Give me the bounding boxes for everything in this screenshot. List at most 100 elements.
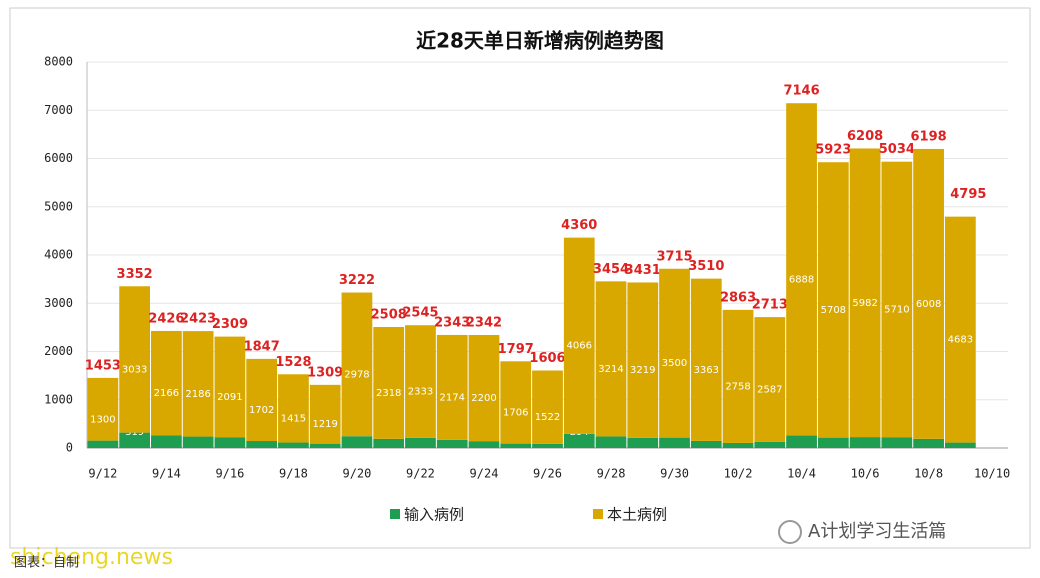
total-label: 6208 [847, 129, 883, 144]
bar-segment [246, 441, 278, 448]
total-label: 2426 [148, 311, 184, 326]
bar-segment [722, 442, 754, 448]
bar-segment [500, 443, 532, 448]
bar-segment [690, 440, 722, 448]
legend-label: 本土病例 [607, 506, 667, 524]
bar-segment [500, 361, 532, 444]
total-label: 3352 [117, 267, 153, 282]
bar-segment [119, 432, 151, 448]
segment-label: 2174 [439, 392, 464, 403]
total-label: 1528 [275, 355, 311, 370]
bar-segment [373, 438, 405, 448]
total-label: 7146 [783, 84, 819, 99]
source: 图表：自制 [14, 556, 79, 571]
segment-label: 2091 [217, 392, 242, 403]
segment-label: 2758 [725, 381, 750, 392]
bar-segment [532, 443, 563, 448]
segment-label: 6888 [789, 274, 814, 285]
segment-label: 2166 [154, 388, 179, 399]
bar-segment [151, 435, 182, 448]
total-label: 3454 [593, 262, 629, 277]
bar-segment [341, 292, 373, 437]
segment-label: 4683 [948, 335, 973, 346]
total-label: 2309 [212, 317, 248, 332]
bar-segment [754, 317, 786, 442]
bar-segment [309, 443, 341, 448]
bar-segment [278, 442, 309, 448]
bar-segment [817, 162, 849, 438]
bar-segment [944, 216, 976, 443]
total-label: 2423 [180, 312, 216, 327]
y-tick-label: 5000 [44, 199, 73, 213]
bar-segment [913, 148, 944, 439]
total-label: 2713 [752, 298, 788, 313]
segment-label: 3214 [598, 364, 623, 375]
segment-label: 1415 [281, 413, 306, 424]
bar-segment [659, 268, 690, 438]
brand: A计划学习生活篇 [808, 521, 946, 542]
bar-segment [182, 331, 214, 437]
y-tick-label: 0 [66, 441, 73, 455]
bar-segment [436, 439, 468, 448]
total-label: 1309 [307, 365, 343, 380]
total-label: 2545 [402, 306, 438, 321]
legend-swatch [593, 509, 603, 519]
segment-label: 3500 [662, 358, 687, 369]
y-tick-label: 6000 [44, 151, 73, 165]
bar-segment [468, 334, 500, 442]
brand-icon [778, 520, 802, 544]
y-tick-label: 1000 [44, 392, 73, 406]
bar-segment [309, 384, 341, 444]
y-tick-label: 2000 [44, 344, 73, 358]
segment-label: 5708 [821, 305, 846, 316]
bar-segment [214, 437, 246, 448]
y-tick-label: 3000 [44, 296, 73, 310]
segment-label: 1706 [503, 407, 528, 418]
x-tick-label: 9/28 [597, 467, 626, 481]
bar-segment [563, 237, 595, 434]
total-label: 2343 [434, 315, 470, 330]
bar-segment [754, 441, 786, 448]
segment-label: 3219 [630, 365, 655, 376]
total-label: 3715 [656, 249, 692, 264]
bar-segment [817, 437, 849, 448]
bar-segment [151, 330, 182, 436]
bar-segment [246, 358, 278, 442]
bar-segment [436, 334, 468, 440]
total-label: 4795 [950, 187, 986, 202]
bar-segment [944, 442, 976, 448]
chart-title: 近28天单日新增病例趋势图 [416, 29, 664, 53]
legend-label: 输入病例 [404, 506, 464, 524]
x-tick-label: 10/2 [724, 467, 753, 481]
bar-segment [87, 377, 119, 441]
bar-segment [849, 148, 881, 438]
x-tick-label: 10/8 [914, 467, 943, 481]
segment-label: 1219 [312, 419, 337, 430]
bar-segment [405, 325, 436, 438]
total-label: 2863 [720, 290, 756, 305]
total-label: 1847 [244, 339, 280, 354]
x-tick-label: 10/10 [974, 467, 1010, 481]
x-tick-label: 9/22 [406, 467, 435, 481]
bar-segment [278, 374, 309, 443]
bar-segment [690, 278, 722, 441]
bar-segment [373, 326, 405, 439]
segment-label: 4066 [567, 341, 592, 352]
bar-segment [468, 441, 500, 448]
segment-label: 2200 [471, 393, 496, 404]
total-label: 3510 [688, 259, 724, 274]
total-label: 1606 [529, 351, 565, 366]
bar-segment [722, 309, 754, 443]
x-tick-label: 9/20 [342, 467, 371, 481]
total-label: 3431 [625, 263, 661, 278]
segment-label: 2186 [185, 389, 210, 400]
total-label: 5034 [879, 142, 915, 157]
x-tick-label: 9/12 [88, 467, 117, 481]
segment-label: 6008 [916, 299, 941, 310]
segment-label: 2978 [344, 369, 369, 380]
segment-label: 1300 [90, 414, 115, 425]
segment-label: 2318 [376, 388, 401, 399]
bar-segment [627, 282, 659, 438]
x-tick-label: 10/6 [851, 467, 880, 481]
